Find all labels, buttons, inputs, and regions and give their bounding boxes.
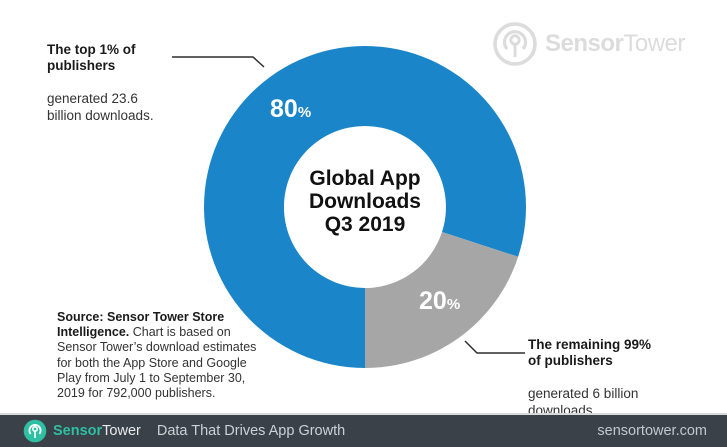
- source-bold: Source: Sensor Tower Store Intelligence.: [57, 310, 225, 340]
- footer-brand-light: Tower: [102, 423, 141, 439]
- footer-tagline: Data That Drives App Growth: [156, 423, 346, 439]
- footer-sensor-tower-icon: [23, 419, 47, 443]
- header-brand-text: SensorTower: [545, 30, 685, 58]
- callout-line-top-left: [172, 56, 265, 68]
- pct-value: 80: [270, 95, 298, 123]
- footer-brand: SensorTower: [53, 423, 141, 439]
- header-logo: SensorTower: [492, 21, 685, 67]
- callout-line-bottom-right: [464, 340, 525, 354]
- annotation-body-text: generated 6 billion downloads.: [528, 386, 639, 418]
- sensor-tower-icon: [493, 22, 537, 66]
- annotation-bold-text: The remaining 99% of publishers: [528, 336, 652, 369]
- source-text: Chart is based on Sensor Tower’s downloa…: [57, 325, 257, 401]
- slice-top1pct: [203, 46, 526, 369]
- annotation-bold-text: The top 1% of publishers: [47, 41, 136, 74]
- brand-light: Tower: [623, 30, 685, 57]
- label-20-percent: 20%: [419, 289, 460, 314]
- pct-sign: %: [446, 296, 461, 313]
- brand-bold: Sensor: [545, 30, 624, 57]
- pct-value: 20: [419, 287, 447, 315]
- chart-title: Global App Downloads Q3 2019: [308, 167, 421, 236]
- label-80-percent: 80%: [270, 97, 311, 122]
- footer-brand-bold: Sensor: [53, 423, 103, 439]
- slice-remaining99pct: [365, 232, 519, 368]
- annotation-top-1-percent: The top 1% of publishers generated 23.6 …: [47, 25, 154, 141]
- footer-url: sensortower.com: [597, 423, 707, 439]
- footer-bar: SensorTower Data That Drives App Growth …: [0, 413, 727, 447]
- source-note: Source: Sensor Tower Store Intelligence.…: [57, 310, 259, 401]
- annotation-remaining-99-percent: The remaining 99% of publishers generate…: [528, 320, 651, 436]
- donut-chart: [172, 46, 526, 369]
- pct-sign: %: [297, 104, 312, 121]
- annotation-body-text: generated 23.6 billion downloads.: [47, 91, 154, 123]
